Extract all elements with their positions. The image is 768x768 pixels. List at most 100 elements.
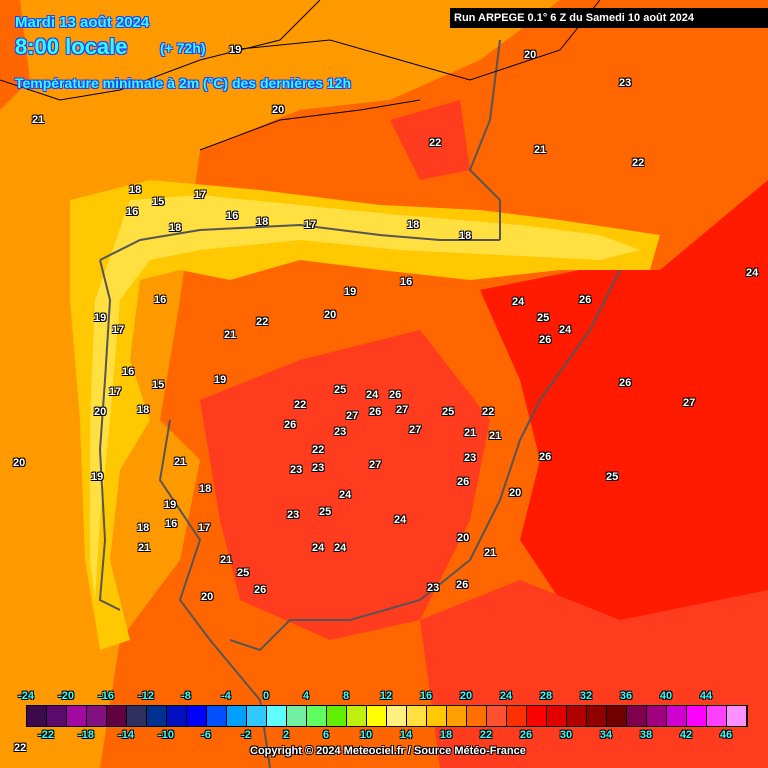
temperature-value: 19 <box>344 286 357 298</box>
temperature-value: 25 <box>237 567 250 579</box>
temperature-value: 20 <box>201 591 214 603</box>
legend-tick-label: 16 <box>419 690 433 702</box>
temperature-value: 25 <box>319 506 332 518</box>
legend-swatch <box>187 706 207 726</box>
temperature-value: 19 <box>164 499 177 511</box>
legend-swatch <box>227 706 247 726</box>
legend-swatch <box>267 706 287 726</box>
temperature-value: 21 <box>464 427 477 439</box>
legend-swatch <box>467 706 487 726</box>
temperature-value: 26 <box>389 389 402 401</box>
temperature-value: 27 <box>683 397 696 409</box>
hot-zone <box>200 330 490 640</box>
legend-tick-label: 4 <box>302 690 310 702</box>
temperature-value: 25 <box>334 384 347 396</box>
legend-swatch <box>607 706 627 726</box>
legend-swatch <box>147 706 167 726</box>
temperature-value: 22 <box>312 444 325 456</box>
temperature-value: 26 <box>254 584 267 596</box>
temperature-value: 24 <box>394 514 407 526</box>
temperature-value: 20 <box>524 49 537 61</box>
temperature-value: 20 <box>94 406 107 418</box>
legend-tick-label: 12 <box>379 690 393 702</box>
temperature-value: 22 <box>429 137 442 149</box>
legend-tick-label: 22 <box>479 729 493 741</box>
mediterranean-zone <box>480 180 768 640</box>
legend-tick-label: -2 <box>241 729 251 741</box>
temperature-value: 23 <box>334 426 347 438</box>
temperature-value: 25 <box>537 312 550 324</box>
temperature-value: 19 <box>94 312 107 324</box>
legend-swatch <box>47 706 67 726</box>
temperature-value: 18 <box>137 522 150 534</box>
legend-swatch <box>127 706 147 726</box>
forecast-lead: (+ 72h) <box>160 40 206 56</box>
temperature-value: 23 <box>464 452 477 464</box>
legend-tick-label: -16 <box>98 690 114 702</box>
temperature-value: 18 <box>169 222 182 234</box>
temperature-value: 26 <box>579 294 592 306</box>
temperature-value: 20 <box>509 487 522 499</box>
legend-tick-label: -24 <box>18 690 34 702</box>
legend-tick-label: 2 <box>282 729 290 741</box>
temperature-value: 21 <box>138 542 151 554</box>
legend-tick-label: 30 <box>559 729 573 741</box>
legend-tick-label: -22 <box>38 729 54 741</box>
temperature-value: 16 <box>126 206 139 218</box>
temperature-value: 17 <box>304 219 317 231</box>
legend-tick-label: 8 <box>342 690 350 702</box>
temperature-value: 15 <box>152 196 165 208</box>
legend-tick-label: 24 <box>499 690 513 702</box>
legend-swatch <box>107 706 127 726</box>
border <box>468 39 501 240</box>
temperature-value: 23 <box>619 77 632 89</box>
legend-tick-label: -14 <box>118 729 134 741</box>
temperature-value: 20 <box>13 457 26 469</box>
temperature-value: 27 <box>409 424 422 436</box>
legend-tick-label: -6 <box>201 729 211 741</box>
legend-swatch <box>347 706 367 726</box>
legend-swatch <box>587 706 607 726</box>
temperature-value: 22 <box>294 399 307 411</box>
legend-swatch <box>447 706 467 726</box>
legend-tick-label: 0 <box>262 690 270 702</box>
legend-tick-label: 26 <box>519 729 533 741</box>
temperature-value: 22 <box>632 157 645 169</box>
contour <box>0 0 321 101</box>
temperature-value: 21 <box>484 547 497 559</box>
legend-tick-label: 36 <box>619 690 633 702</box>
temperature-value: 23 <box>427 582 440 594</box>
temperature-value: 21 <box>534 144 547 156</box>
legend-swatch <box>327 706 347 726</box>
legend-swatch <box>487 706 507 726</box>
contour <box>199 99 421 151</box>
legend-tick-label: 42 <box>679 729 693 741</box>
legend-swatch <box>167 706 187 726</box>
temperature-value: 27 <box>396 404 409 416</box>
hot-zone <box>390 100 470 180</box>
temperature-value: 26 <box>539 451 552 463</box>
temperature-value: 17 <box>194 189 207 201</box>
temperature-value: 18 <box>256 216 269 228</box>
temperature-value: 24 <box>334 542 347 554</box>
legend-tick-label: -12 <box>138 690 154 702</box>
legend-tick-label: 40 <box>659 690 673 702</box>
copyright: Copyright © 2024 Meteociel.fr / Source M… <box>250 745 526 757</box>
legend-tick-label: 20 <box>459 690 473 702</box>
temperature-value: 21 <box>489 430 502 442</box>
temperature-value: 18 <box>199 483 212 495</box>
temperature-value: 24 <box>512 296 525 308</box>
temperature-value: 24 <box>312 542 325 554</box>
legend-swatch <box>507 706 527 726</box>
temperature-value: 16 <box>165 518 178 530</box>
legend-tick-label: -18 <box>78 729 94 741</box>
temperature-value: 20 <box>324 309 337 321</box>
temperature-value: 23 <box>287 509 300 521</box>
legend-tick-label: -4 <box>221 690 231 702</box>
legend-swatch <box>407 706 427 726</box>
legend-swatch <box>627 706 647 726</box>
legend-swatch <box>207 706 227 726</box>
temperature-value: 21 <box>220 554 233 566</box>
temperature-value: 19 <box>229 44 242 56</box>
